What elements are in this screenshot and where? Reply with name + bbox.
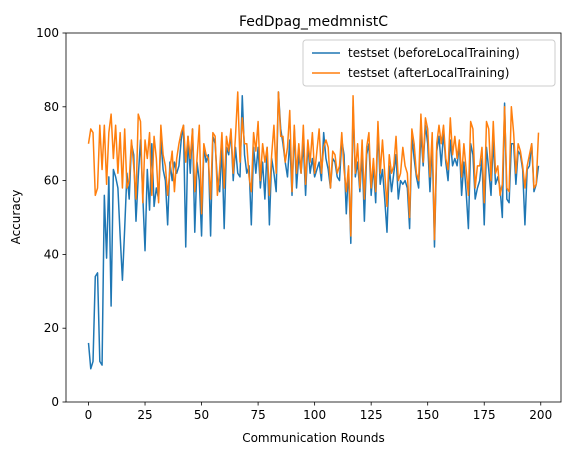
legend-label-2: testset (afterLocalTraining): [348, 66, 509, 80]
y-tick-label: 80: [44, 100, 59, 114]
series-line-2: [87, 91, 540, 241]
series-line-1: [87, 91, 540, 370]
y-tick-label: 100: [36, 26, 59, 40]
chart-title: FedDpag_medmnistC: [239, 14, 388, 30]
x-axis-label: Communication Rounds: [242, 431, 385, 445]
x-tick-label: 100: [303, 408, 326, 422]
x-tick-label: 200: [529, 408, 552, 422]
x-tick-label: 125: [360, 408, 383, 422]
x-tick-label: 50: [194, 408, 209, 422]
x-tick-label: 25: [137, 408, 152, 422]
plot-frame: [65, 32, 562, 403]
legend-label-1: testset (beforeLocalTraining): [348, 46, 520, 60]
y-tick-label: 20: [44, 321, 59, 335]
x-tick-label: 75: [250, 408, 265, 422]
x-tick-label: 0: [85, 408, 93, 422]
x-tick-label: 175: [473, 408, 496, 422]
y-axis-label: Accuracy: [9, 190, 23, 245]
x-tick-label: 150: [416, 408, 439, 422]
y-tick-label: 0: [51, 395, 59, 409]
y-tick-label: 40: [44, 247, 59, 261]
legend-box: [302, 39, 556, 87]
legend: testset (beforeLocalTraining) testset (af…: [302, 39, 556, 87]
y-tick-label: 60: [44, 174, 59, 188]
